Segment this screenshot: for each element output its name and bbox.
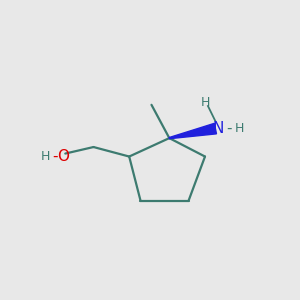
Text: N: N xyxy=(212,121,224,136)
Text: H: H xyxy=(235,122,244,135)
Text: -: - xyxy=(52,149,58,164)
Text: H: H xyxy=(200,96,210,109)
Text: H: H xyxy=(41,150,50,163)
Text: -: - xyxy=(226,121,232,136)
Text: O: O xyxy=(57,149,69,164)
Polygon shape xyxy=(169,123,217,139)
